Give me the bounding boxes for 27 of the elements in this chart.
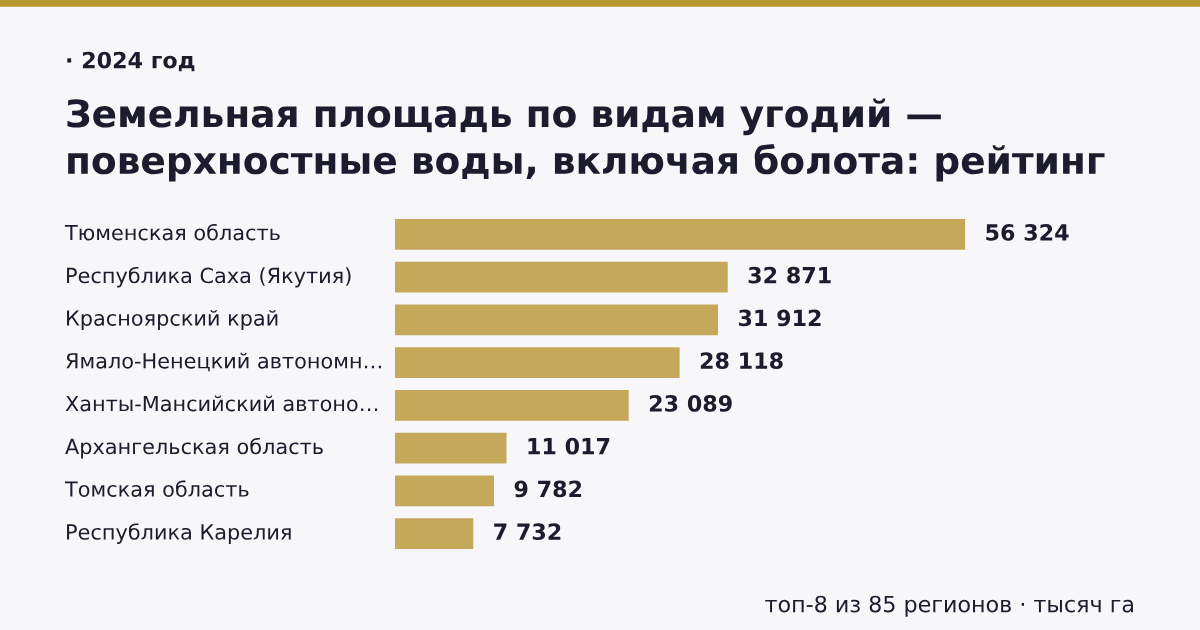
text: · 2024 год xyxy=(67,51,195,72)
data-label: 7 732 xyxy=(494,523,561,541)
chart-title: Земельная площадь по видам угодий — поверхностные воды, включая болота: рейтинг xyxy=(67,98,1105,182)
text: топ-8 из 85 регионов · тысяч га xyxy=(765,595,1133,617)
bar xyxy=(395,261,728,293)
y-tick-label: Ямало-Ненецкий автономн… xyxy=(66,352,381,372)
y-tick-label: Ханты-Мансийский автоно… xyxy=(65,395,378,412)
y-tick-label: Архангельская область xyxy=(65,437,323,459)
data-label: 9 782 xyxy=(514,480,582,498)
y-tick-label: Красноярский край xyxy=(67,309,278,330)
bar xyxy=(395,432,507,464)
y-tick-label: Томская область xyxy=(64,480,249,497)
bar xyxy=(395,389,629,421)
y-tick-label: Тюменская область xyxy=(64,223,280,241)
bar xyxy=(395,347,680,379)
data-label: 11 017 xyxy=(528,437,610,455)
bar xyxy=(395,518,474,550)
bar xyxy=(395,218,966,250)
y-tick-label: Республика Карелия xyxy=(67,523,291,544)
data-label: 56 324 xyxy=(986,224,1069,241)
data-label: 28 118 xyxy=(700,352,783,370)
bar xyxy=(395,475,495,507)
y-tick-label: Республика Саха (Якутия) xyxy=(67,266,351,288)
data-label: 23 089 xyxy=(649,395,732,412)
bar xyxy=(395,304,719,336)
data-label: 31 912 xyxy=(738,309,821,327)
data-label: 32 871 xyxy=(748,266,831,284)
